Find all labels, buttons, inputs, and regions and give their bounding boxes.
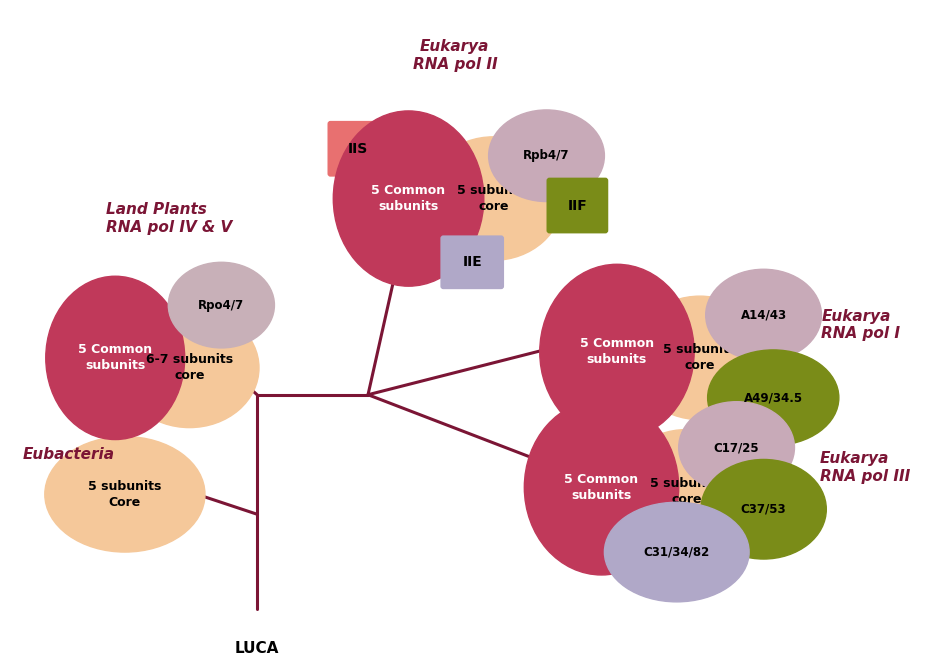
Text: 5 Common
subunits: 5 Common subunits	[78, 344, 152, 373]
Ellipse shape	[701, 459, 826, 559]
Text: 6-7 subunits
core: 6-7 subunits core	[146, 354, 233, 383]
Ellipse shape	[169, 262, 274, 348]
Ellipse shape	[706, 269, 821, 361]
Text: IIE: IIE	[462, 256, 482, 269]
Ellipse shape	[605, 502, 749, 602]
Text: LUCA: LUCA	[235, 641, 280, 655]
Text: C37/53: C37/53	[741, 502, 786, 516]
Text: C31/34/82: C31/34/82	[644, 545, 710, 559]
Ellipse shape	[631, 296, 770, 420]
Text: Eukarya
RNA pol I: Eukarya RNA pol I	[821, 309, 900, 341]
Ellipse shape	[45, 276, 184, 440]
Text: Archaea: Archaea	[112, 301, 182, 316]
Text: A49/34.5: A49/34.5	[744, 391, 803, 404]
Text: 5 subunits
Core: 5 subunits Core	[88, 480, 161, 509]
Ellipse shape	[489, 110, 605, 201]
Text: IIS: IIS	[348, 142, 369, 156]
FancyBboxPatch shape	[328, 121, 389, 177]
Ellipse shape	[679, 402, 795, 493]
Text: Eukarya
RNA pol II: Eukarya RNA pol II	[413, 39, 497, 71]
Text: Rpb4/7: Rpb4/7	[523, 149, 569, 162]
Text: 5 subunits
core: 5 subunits core	[457, 184, 530, 213]
Text: 5 subunits
core: 5 subunits core	[650, 477, 723, 506]
Text: C17/25: C17/25	[714, 441, 759, 454]
Ellipse shape	[617, 430, 756, 553]
Text: 5 Common
subunits: 5 Common subunits	[580, 338, 654, 366]
Text: 5 Common
subunits: 5 Common subunits	[565, 473, 639, 502]
Ellipse shape	[120, 308, 259, 428]
Text: Rpo4/7: Rpo4/7	[198, 299, 244, 312]
FancyBboxPatch shape	[441, 236, 504, 289]
Ellipse shape	[524, 400, 679, 575]
Text: A14/43: A14/43	[741, 308, 787, 322]
Ellipse shape	[707, 350, 839, 446]
Ellipse shape	[540, 264, 694, 440]
Text: 5 Common
subunits: 5 Common subunits	[371, 184, 445, 213]
Text: IIF: IIF	[568, 199, 587, 213]
Ellipse shape	[44, 436, 205, 552]
Text: 5 subunits
core: 5 subunits core	[663, 344, 736, 373]
Ellipse shape	[333, 111, 483, 286]
Text: Eukarya
RNA pol III: Eukarya RNA pol III	[820, 451, 910, 484]
Text: Land Plants
RNA pol IV & V: Land Plants RNA pol IV & V	[106, 203, 232, 234]
FancyBboxPatch shape	[546, 177, 608, 234]
Text: Eubacteria: Eubacteria	[22, 447, 115, 462]
Ellipse shape	[424, 137, 563, 260]
